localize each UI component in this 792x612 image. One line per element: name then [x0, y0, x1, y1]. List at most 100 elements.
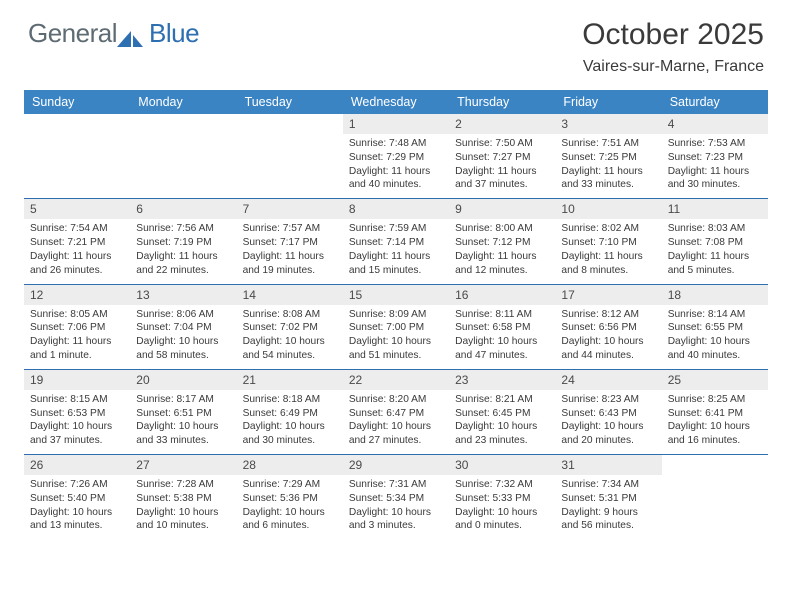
sunset-text: Sunset: 5:34 PM	[349, 492, 443, 506]
day-number: 13	[130, 285, 236, 305]
sunrise-text: Sunrise: 7:56 AM	[136, 222, 230, 236]
daylight-text: Daylight: 11 hours and 22 minutes.	[136, 250, 230, 278]
sunset-text: Sunset: 7:06 PM	[30, 321, 124, 335]
day-number: 7	[237, 199, 343, 219]
daylight-text: Daylight: 10 hours and 3 minutes.	[349, 506, 443, 534]
sunset-text: Sunset: 6:45 PM	[455, 407, 549, 421]
calendar-cell: 27Sunrise: 7:28 AMSunset: 5:38 PMDayligh…	[130, 455, 236, 539]
sunrise-text: Sunrise: 7:28 AM	[136, 478, 230, 492]
sunset-text: Sunset: 7:12 PM	[455, 236, 549, 250]
daylight-text: Daylight: 11 hours and 8 minutes.	[561, 250, 655, 278]
daylight-text: Daylight: 10 hours and 47 minutes.	[455, 335, 549, 363]
day-number: 21	[237, 370, 343, 390]
day-number: 31	[555, 455, 661, 475]
sunrise-text: Sunrise: 8:18 AM	[243, 393, 337, 407]
calendar-cell: 21Sunrise: 8:18 AMSunset: 6:49 PMDayligh…	[237, 370, 343, 454]
calendar-row: 1Sunrise: 7:48 AMSunset: 7:29 PMDaylight…	[24, 114, 768, 198]
sunset-text: Sunset: 7:02 PM	[243, 321, 337, 335]
sunset-text: Sunset: 6:41 PM	[668, 407, 762, 421]
calendar-header-row: Sunday Monday Tuesday Wednesday Thursday…	[24, 90, 768, 114]
calendar-cell: 1Sunrise: 7:48 AMSunset: 7:29 PMDaylight…	[343, 114, 449, 198]
calendar-cell	[130, 114, 236, 198]
day-number: 9	[449, 199, 555, 219]
daylight-text: Daylight: 11 hours and 5 minutes.	[668, 250, 762, 278]
calendar-cell: 5Sunrise: 7:54 AMSunset: 7:21 PMDaylight…	[24, 199, 130, 283]
sunrise-text: Sunrise: 8:05 AM	[30, 308, 124, 322]
day-number: 8	[343, 199, 449, 219]
calendar-cell: 2Sunrise: 7:50 AMSunset: 7:27 PMDaylight…	[449, 114, 555, 198]
sunset-text: Sunset: 6:47 PM	[349, 407, 443, 421]
sunrise-text: Sunrise: 8:03 AM	[668, 222, 762, 236]
daylight-text: Daylight: 11 hours and 12 minutes.	[455, 250, 549, 278]
sunset-text: Sunset: 6:49 PM	[243, 407, 337, 421]
weekday-heading: Monday	[130, 90, 236, 114]
daylight-text: Daylight: 10 hours and 6 minutes.	[243, 506, 337, 534]
day-number: 24	[555, 370, 661, 390]
calendar-cell: 25Sunrise: 8:25 AMSunset: 6:41 PMDayligh…	[662, 370, 768, 454]
day-number: 20	[130, 370, 236, 390]
logo-sail-icon	[117, 29, 147, 49]
sunrise-text: Sunrise: 8:23 AM	[561, 393, 655, 407]
daylight-text: Daylight: 10 hours and 40 minutes.	[668, 335, 762, 363]
daylight-text: Daylight: 11 hours and 30 minutes.	[668, 165, 762, 193]
sunset-text: Sunset: 6:55 PM	[668, 321, 762, 335]
daylight-text: Daylight: 10 hours and 10 minutes.	[136, 506, 230, 534]
calendar-cell: 18 Sunrise: 8:14 AMSunset: 6:55 PMDayligh…	[662, 285, 768, 369]
day-number: 2	[449, 114, 555, 134]
day-number: 16	[449, 285, 555, 305]
day-number: 27	[130, 455, 236, 475]
sunset-text: Sunset: 5:40 PM	[30, 492, 124, 506]
sunrise-text: Sunrise: 7:29 AM	[243, 478, 337, 492]
sunrise-text: Sunrise: 8:06 AM	[136, 308, 230, 322]
sunset-text: Sunset: 7:04 PM	[136, 321, 230, 335]
calendar-cell: 19Sunrise: 8:15 AMSunset: 6:53 PMDayligh…	[24, 370, 130, 454]
weekday-heading: Sunday	[24, 90, 130, 114]
calendar-cell: 11Sunrise: 8:03 AMSunset: 7:08 PMDayligh…	[662, 199, 768, 283]
title-block: October 2025 Vaires-sur-Marne, France	[582, 18, 764, 76]
calendar-cell: 24Sunrise: 8:23 AMSunset: 6:43 PMDayligh…	[555, 370, 661, 454]
sunset-text: Sunset: 7:10 PM	[561, 236, 655, 250]
daylight-text: Daylight: 11 hours and 26 minutes.	[30, 250, 124, 278]
sunrise-text: Sunrise: 8:15 AM	[30, 393, 124, 407]
day-number: 11	[662, 199, 768, 219]
calendar-cell: 16Sunrise: 8:11 AMSunset: 6:58 PMDayligh…	[449, 285, 555, 369]
sunrise-text: Sunrise: 7:31 AM	[349, 478, 443, 492]
sunset-text: Sunset: 5:31 PM	[561, 492, 655, 506]
calendar-cell: 31Sunrise: 7:34 AMSunset: 5:31 PMDayligh…	[555, 455, 661, 539]
logo-word-2: Blue	[149, 18, 199, 49]
calendar: Sunday Monday Tuesday Wednesday Thursday…	[24, 90, 768, 539]
calendar-cell	[237, 114, 343, 198]
month-title: October 2025	[582, 18, 764, 52]
day-number: 28	[237, 455, 343, 475]
calendar-cell: 8Sunrise: 7:59 AMSunset: 7:14 PMDaylight…	[343, 199, 449, 283]
calendar-cell	[662, 455, 768, 539]
sunset-text: Sunset: 7:29 PM	[349, 151, 443, 165]
sunrise-text: Sunrise: 8:02 AM	[561, 222, 655, 236]
sunset-text: Sunset: 7:00 PM	[349, 321, 443, 335]
sunset-text: Sunset: 7:27 PM	[455, 151, 549, 165]
sunrise-text: Sunrise: 8:17 AM	[136, 393, 230, 407]
header: General Blue October 2025 Vaires-sur-Mar…	[0, 0, 792, 82]
sunrise-text: Sunrise: 8:09 AM	[349, 308, 443, 322]
daylight-text: Daylight: 10 hours and 20 minutes.	[561, 420, 655, 448]
calendar-cell: 9Sunrise: 8:00 AMSunset: 7:12 PMDaylight…	[449, 199, 555, 283]
calendar-cell: 26Sunrise: 7:26 AMSunset: 5:40 PMDayligh…	[24, 455, 130, 539]
calendar-row: 19Sunrise: 8:15 AMSunset: 6:53 PMDayligh…	[24, 369, 768, 454]
sunrise-text: Sunrise: 7:32 AM	[455, 478, 549, 492]
day-number: 3	[555, 114, 661, 134]
weekday-heading: Thursday	[449, 90, 555, 114]
day-number: 6	[130, 199, 236, 219]
daylight-text: Daylight: 10 hours and 54 minutes.	[243, 335, 337, 363]
day-number: 22	[343, 370, 449, 390]
daylight-text: Daylight: 10 hours and 44 minutes.	[561, 335, 655, 363]
weekday-heading: Wednesday	[343, 90, 449, 114]
daylight-text: Daylight: 9 hours and 56 minutes.	[561, 506, 655, 534]
day-number: 18	[662, 285, 768, 305]
sunrise-text: Sunrise: 7:53 AM	[668, 137, 762, 151]
sunset-text: Sunset: 6:51 PM	[136, 407, 230, 421]
calendar-cell: 7Sunrise: 7:57 AMSunset: 7:17 PMDaylight…	[237, 199, 343, 283]
sunrise-text: Sunrise: 8:14 AM	[668, 308, 762, 322]
day-number: 23	[449, 370, 555, 390]
sunset-text: Sunset: 7:17 PM	[243, 236, 337, 250]
sunset-text: Sunset: 7:23 PM	[668, 151, 762, 165]
